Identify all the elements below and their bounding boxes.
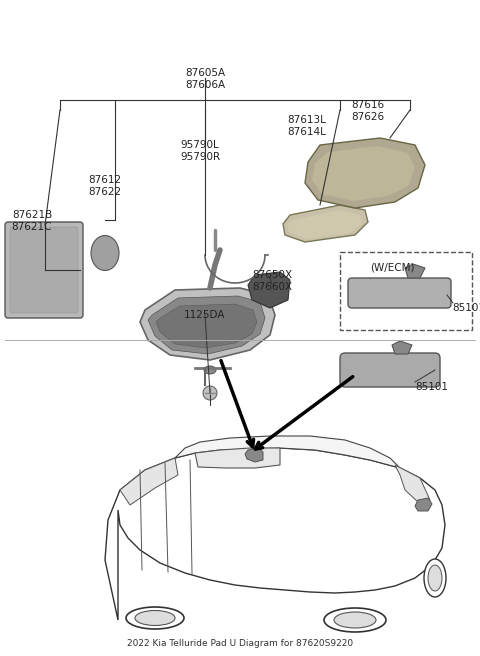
Ellipse shape <box>334 612 376 628</box>
Text: 87613L
87614L: 87613L 87614L <box>288 115 326 136</box>
Polygon shape <box>287 210 362 239</box>
Text: 2022 Kia Telluride Pad U Diagram for 87620S9220: 2022 Kia Telluride Pad U Diagram for 876… <box>127 639 353 648</box>
Polygon shape <box>245 448 263 462</box>
Text: 87612
87622: 87612 87622 <box>88 175 121 197</box>
FancyBboxPatch shape <box>340 353 440 387</box>
FancyBboxPatch shape <box>340 252 472 330</box>
Polygon shape <box>415 498 432 511</box>
Polygon shape <box>105 448 445 620</box>
Text: 95790L
95790R: 95790L 95790R <box>180 140 220 161</box>
Text: 1125DA: 1125DA <box>184 310 226 320</box>
Text: 85101: 85101 <box>415 382 448 392</box>
Circle shape <box>203 386 217 400</box>
Text: 87605A
87606A: 87605A 87606A <box>185 68 225 90</box>
Text: 87616
87626: 87616 87626 <box>351 100 384 121</box>
Ellipse shape <box>428 565 442 591</box>
Polygon shape <box>120 458 178 505</box>
Text: 87621B
87621C: 87621B 87621C <box>12 210 52 232</box>
FancyBboxPatch shape <box>5 222 83 318</box>
Ellipse shape <box>424 559 446 597</box>
Polygon shape <box>175 436 400 468</box>
Ellipse shape <box>324 608 386 632</box>
Polygon shape <box>312 146 415 201</box>
Text: (W/ECM): (W/ECM) <box>370 262 415 272</box>
Ellipse shape <box>126 607 184 629</box>
Polygon shape <box>248 272 290 308</box>
Polygon shape <box>195 448 280 468</box>
Polygon shape <box>305 138 425 208</box>
Ellipse shape <box>135 611 175 626</box>
Polygon shape <box>148 296 265 354</box>
Polygon shape <box>283 205 368 242</box>
FancyBboxPatch shape <box>348 278 451 308</box>
Text: 85101: 85101 <box>452 303 480 313</box>
Ellipse shape <box>204 366 216 374</box>
Polygon shape <box>156 304 257 348</box>
Ellipse shape <box>91 236 119 270</box>
Polygon shape <box>395 465 430 502</box>
Text: 87650X
87660X: 87650X 87660X <box>252 270 292 292</box>
Polygon shape <box>140 288 275 360</box>
Polygon shape <box>392 341 412 354</box>
FancyBboxPatch shape <box>10 227 78 313</box>
Polygon shape <box>405 264 425 278</box>
